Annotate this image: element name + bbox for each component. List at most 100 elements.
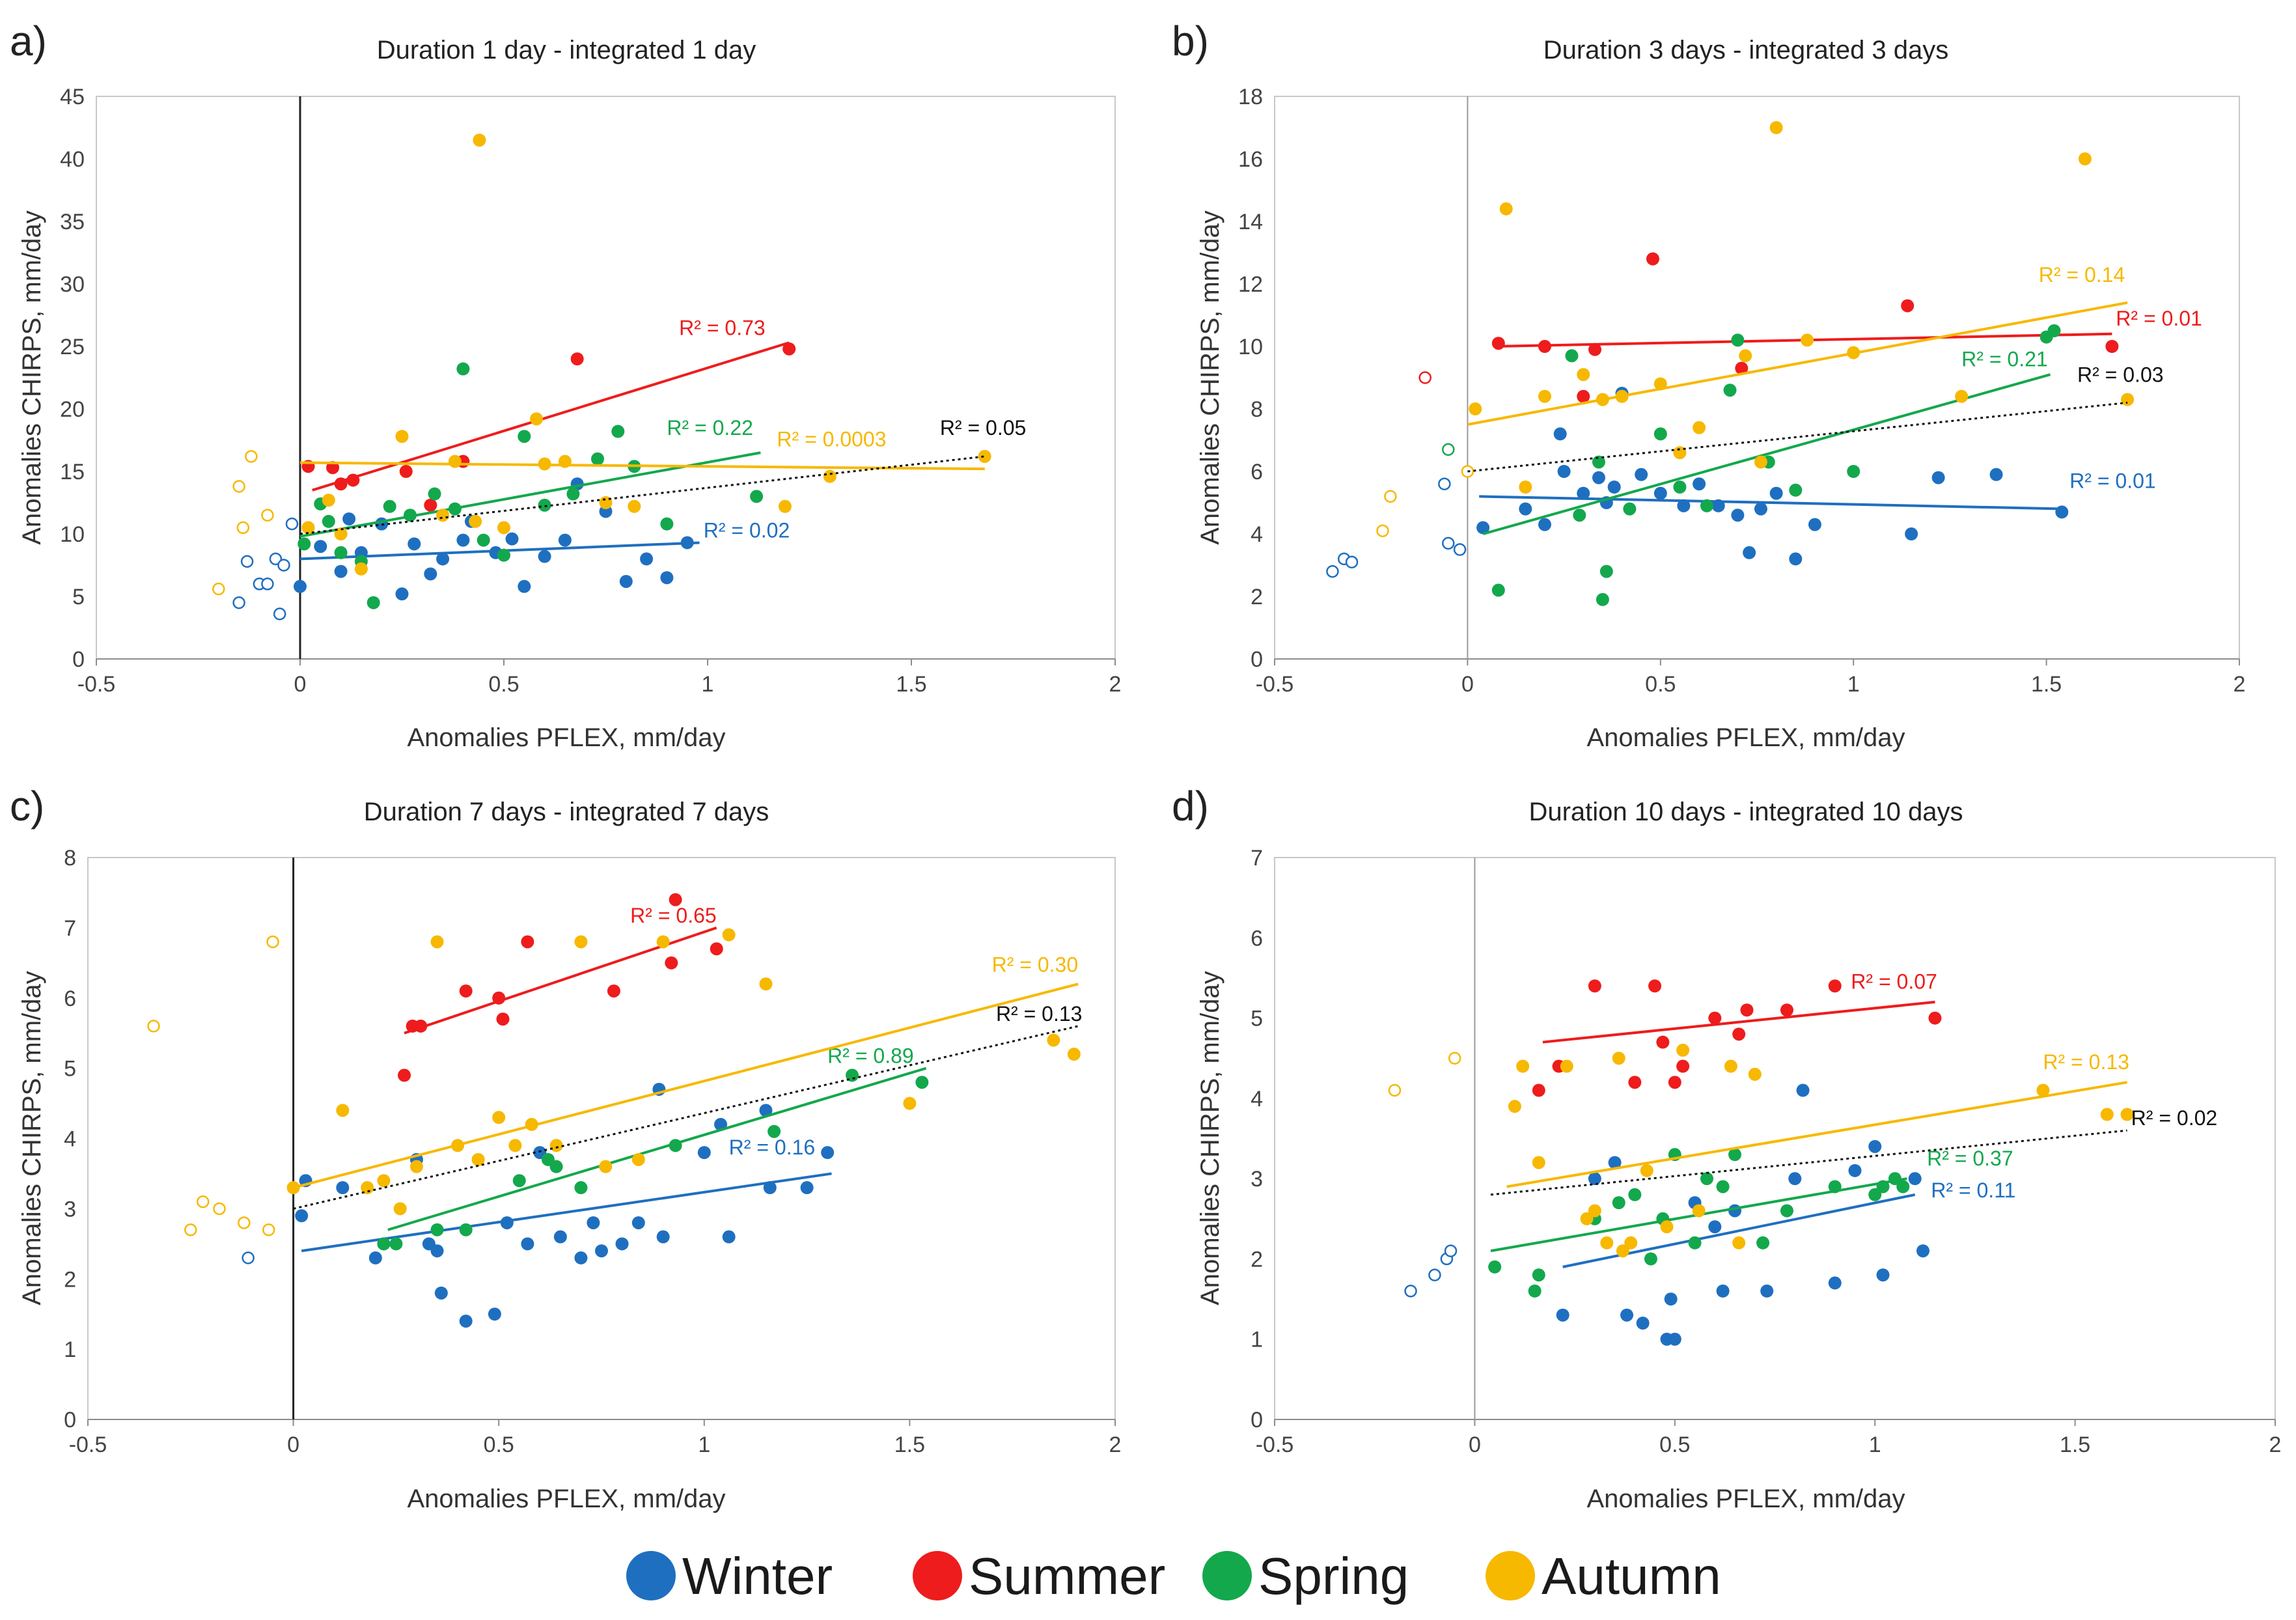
data-point — [759, 1104, 773, 1117]
data-point — [710, 942, 723, 956]
y-tick-label: 0 — [72, 647, 85, 672]
data-point — [1731, 509, 1745, 522]
open-data-point — [266, 935, 279, 949]
data-point — [1908, 1172, 1922, 1186]
data-point — [2121, 393, 2135, 406]
x-tick-label: 0.5 — [484, 1432, 514, 1457]
data-point — [1612, 1052, 1625, 1065]
data-point — [424, 567, 437, 581]
open-data-point — [1376, 524, 1389, 537]
r-squared-label: R² = 0.16 — [729, 1136, 816, 1159]
data-point — [1508, 1100, 1521, 1113]
data-point — [389, 1237, 403, 1251]
data-point — [301, 521, 315, 535]
data-point — [1668, 1332, 1681, 1346]
data-point — [428, 487, 441, 501]
data-point — [322, 494, 335, 507]
series-spring: R² = 0.37 — [1488, 1147, 2013, 1298]
data-point — [1796, 1083, 1810, 1097]
data-point — [1732, 1027, 1746, 1041]
y-tick-label: 25 — [60, 335, 85, 359]
data-point — [1577, 486, 1590, 500]
r-squared-label: R² = 0.11 — [1931, 1179, 2015, 1202]
x-tick-label: 0 — [294, 672, 307, 697]
data-point — [408, 537, 421, 551]
data-point — [1769, 486, 1783, 500]
x-tick-label: -0.5 — [77, 672, 116, 697]
data-point — [295, 1209, 309, 1223]
series-all: R² = 0.02 — [1490, 1106, 2217, 1196]
data-point — [505, 532, 519, 546]
panel-letter: c) — [10, 783, 44, 830]
trendline — [301, 1172, 832, 1253]
data-point — [1876, 1268, 1890, 1282]
data-point — [1491, 583, 1505, 597]
data-point — [1519, 502, 1532, 516]
data-point — [587, 1216, 600, 1229]
data-point — [656, 935, 670, 949]
data-point — [1636, 1317, 1650, 1330]
y-tick-label: 5 — [64, 1057, 76, 1082]
legend-item-summer: Summer — [913, 1547, 1165, 1605]
data-point — [1580, 1212, 1594, 1225]
y-tick-label: 35 — [60, 210, 85, 234]
open-data-point — [269, 552, 283, 566]
data-point — [656, 1230, 670, 1244]
data-point — [1596, 593, 1609, 606]
x-tick-label: 1 — [702, 672, 714, 697]
x-tick-label: 0.5 — [1645, 672, 1676, 697]
data-point — [978, 449, 991, 463]
data-point — [393, 1202, 407, 1216]
data-point — [549, 1139, 563, 1152]
data-point — [1808, 518, 1821, 531]
data-point — [1588, 1172, 1601, 1186]
data-point — [383, 499, 396, 513]
y-tick-label: 6 — [64, 986, 76, 1011]
data-point — [424, 498, 437, 512]
data-point — [1646, 252, 1659, 266]
data-point — [492, 1111, 506, 1124]
y-tick-label: 4 — [1251, 1087, 1263, 1111]
data-point — [1588, 1204, 1601, 1218]
x-axis-label: Anomalies PFLEX, mm/day — [1586, 1485, 1905, 1513]
data-point — [1067, 1048, 1081, 1061]
y-tick-label: 16 — [1238, 147, 1263, 172]
series-winter: R² = 0.11 — [1404, 1083, 2015, 1346]
legend-swatch — [1202, 1551, 1252, 1600]
data-point — [669, 893, 682, 906]
series-all: R² = 0.05 — [299, 416, 1026, 535]
data-point — [1528, 1284, 1542, 1298]
data-point — [1905, 527, 1918, 540]
chart-title: Duration 3 days - integrated 3 days — [1543, 36, 1949, 64]
open-data-point — [147, 1020, 160, 1033]
data-point — [1868, 1139, 1882, 1153]
data-point — [1708, 1220, 1722, 1234]
data-point — [2036, 1083, 2050, 1097]
series-spring: R² = 0.22 — [297, 362, 764, 609]
data-point — [1754, 502, 1767, 516]
data-point — [1677, 499, 1691, 512]
data-point — [1592, 471, 1605, 484]
open-data-point — [242, 1251, 255, 1264]
open-data-point — [1448, 1052, 1461, 1065]
data-point — [459, 1314, 473, 1328]
open-data-point — [261, 578, 274, 591]
data-point — [1754, 455, 1767, 469]
data-point — [1668, 1076, 1681, 1089]
x-tick-label: 1 — [1869, 1432, 1881, 1457]
data-point — [800, 1181, 814, 1195]
x-tick-label: 2 — [1109, 1432, 1122, 1457]
data-point — [1848, 1164, 1862, 1177]
series-summer: R² = 0.65 — [398, 893, 723, 1082]
y-tick-label: 14 — [1238, 210, 1263, 234]
data-point — [399, 465, 413, 478]
y-tick-label: 45 — [60, 85, 85, 109]
data-point — [294, 580, 307, 593]
y-tick-label: 2 — [1251, 585, 1263, 609]
open-data-point — [1444, 1244, 1458, 1257]
data-point — [611, 425, 625, 438]
data-point — [459, 984, 473, 998]
data-point — [574, 1181, 588, 1195]
data-point — [488, 1307, 501, 1321]
data-point — [821, 1146, 835, 1160]
